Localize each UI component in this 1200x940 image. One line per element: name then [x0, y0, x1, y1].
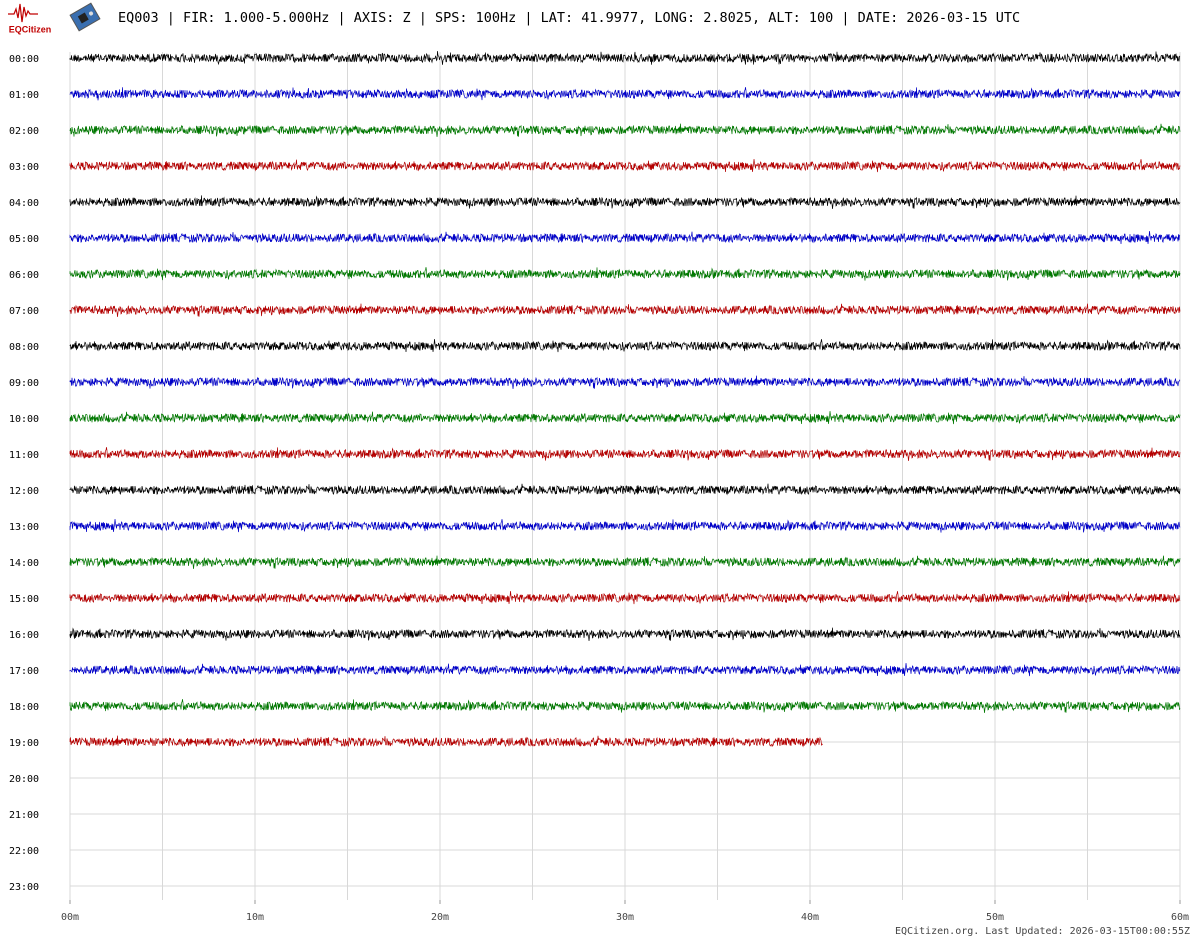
y-tick-label: 09:00 [9, 378, 39, 389]
logo: EQCitizen [8, 2, 101, 34]
y-tick-label: 02:00 [9, 126, 39, 137]
trace [69, 663, 1181, 677]
y-tick-label: 14:00 [9, 558, 39, 569]
x-tick-label: 60m [1171, 912, 1189, 923]
y-tick-label: 18:00 [9, 702, 39, 713]
y-tick-label: 17:00 [9, 666, 39, 677]
y-tick-label: 22:00 [9, 846, 39, 857]
y-tick-label: 03:00 [9, 162, 39, 173]
trace [69, 339, 1181, 353]
trace [69, 447, 1181, 461]
y-tick-label: 15:00 [9, 594, 39, 605]
trace [69, 303, 1181, 317]
y-tick-label: 19:00 [9, 738, 39, 749]
y-tick-label: 01:00 [9, 90, 39, 101]
trace [69, 51, 1181, 66]
y-tick-label: 23:00 [9, 882, 39, 893]
y-tick-label: 10:00 [9, 414, 39, 425]
y-tick-label: 13:00 [9, 522, 39, 533]
x-tick-label: 10m [246, 912, 264, 923]
logo-text: EQCitizen [9, 24, 52, 34]
y-tick-label: 00:00 [9, 54, 39, 65]
trace [69, 519, 1181, 533]
y-tick-label: 21:00 [9, 810, 39, 821]
x-tick-label: 00m [61, 912, 79, 923]
trace [69, 159, 1181, 173]
device-icon [69, 2, 101, 32]
trace [69, 627, 1181, 641]
footer: EQCitizen.org. Last Updated: 2026-03-15T… [895, 926, 1190, 937]
grid [69, 52, 1181, 900]
trace [69, 87, 1181, 101]
x-tick-label: 30m [616, 912, 634, 923]
y-tick-label: 12:00 [9, 486, 39, 497]
trace [69, 555, 1181, 569]
y-tick-label: 16:00 [9, 630, 39, 641]
trace [69, 735, 823, 748]
trace [69, 195, 1181, 209]
y-tick-label: 07:00 [9, 306, 39, 317]
trace [69, 591, 1181, 605]
trace [69, 267, 1181, 281]
x-tick-label: 40m [801, 912, 819, 923]
y-tick-label: 08:00 [9, 342, 39, 353]
trace [69, 483, 1181, 496]
x-tick-label: 50m [986, 912, 1004, 923]
trace [69, 411, 1181, 425]
y-tick-label: 04:00 [9, 198, 39, 209]
x-tick-label: 20m [431, 912, 449, 923]
trace [69, 375, 1181, 389]
logo-wave [8, 3, 38, 23]
y-tick-label: 11:00 [9, 450, 39, 461]
y-tick-label: 05:00 [9, 234, 39, 245]
trace [69, 123, 1181, 137]
trace [69, 231, 1181, 245]
y-tick-label: 06:00 [9, 270, 39, 281]
trace [69, 699, 1181, 713]
chart-title: EQ003 | FIR: 1.000-5.000Hz | AXIS: Z | S… [118, 10, 1020, 26]
y-tick-label: 20:00 [9, 774, 39, 785]
